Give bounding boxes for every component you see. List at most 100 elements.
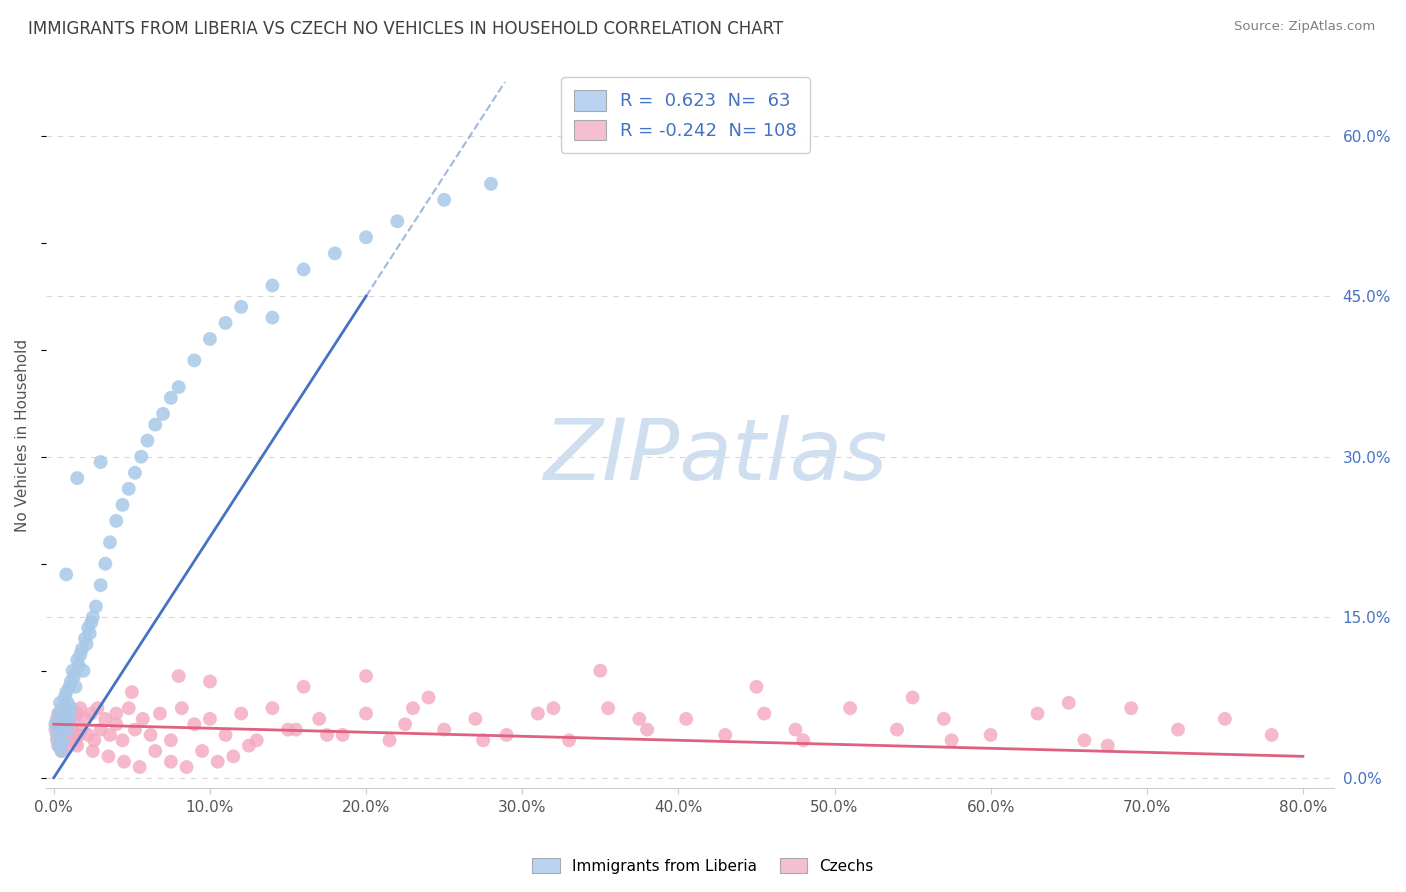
Point <box>63 669 86 683</box>
Point <box>45 712 67 726</box>
Point <box>70 642 93 657</box>
Point <box>58 712 80 726</box>
Point <box>51 744 73 758</box>
Point <box>1073 733 1095 747</box>
Point <box>183 353 205 368</box>
Point <box>433 193 456 207</box>
Point <box>53 690 76 705</box>
Point <box>464 712 486 726</box>
Point <box>316 728 339 742</box>
Point <box>387 214 409 228</box>
Point <box>160 755 183 769</box>
Point <box>132 712 155 726</box>
Point <box>105 706 128 721</box>
Point <box>714 728 737 742</box>
Point <box>1260 728 1282 742</box>
Point <box>262 278 284 293</box>
Point <box>62 664 84 678</box>
Point <box>94 557 117 571</box>
Point <box>82 744 104 758</box>
Point <box>139 728 162 742</box>
Legend: Immigrants from Liberia, Czechs: Immigrants from Liberia, Czechs <box>526 852 880 880</box>
Point <box>55 567 77 582</box>
Point <box>86 701 108 715</box>
Point <box>62 723 84 737</box>
Point <box>222 749 245 764</box>
Point <box>378 733 401 747</box>
Point <box>207 755 229 769</box>
Point <box>56 723 79 737</box>
Point <box>98 728 121 742</box>
Point <box>59 674 82 689</box>
Point <box>58 733 80 747</box>
Point <box>238 739 260 753</box>
Point <box>129 450 152 464</box>
Point <box>167 669 190 683</box>
Y-axis label: No Vehicles in Household: No Vehicles in Household <box>15 339 30 532</box>
Point <box>80 615 103 630</box>
Point <box>73 712 96 726</box>
Point <box>1057 696 1080 710</box>
Point <box>49 728 72 742</box>
Point <box>69 701 91 715</box>
Point <box>67 658 90 673</box>
Point <box>49 717 72 731</box>
Point <box>980 728 1002 742</box>
Point <box>124 466 146 480</box>
Point <box>886 723 908 737</box>
Point <box>152 407 174 421</box>
Point <box>52 701 75 715</box>
Point <box>72 664 94 678</box>
Point <box>45 733 67 747</box>
Point <box>543 701 565 715</box>
Point <box>941 733 963 747</box>
Point <box>51 712 73 726</box>
Point <box>56 728 79 742</box>
Point <box>394 717 416 731</box>
Point <box>55 706 77 721</box>
Point <box>97 749 120 764</box>
Point <box>80 706 103 721</box>
Point <box>160 733 183 747</box>
Point <box>1213 712 1236 726</box>
Point <box>495 728 517 742</box>
Point <box>48 706 70 721</box>
Legend: R =  0.623  N=  63, R = -0.242  N= 108: R = 0.623 N= 63, R = -0.242 N= 108 <box>561 77 810 153</box>
Point <box>231 706 253 721</box>
Point <box>901 690 924 705</box>
Point <box>44 723 66 737</box>
Point <box>59 706 82 721</box>
Point <box>160 391 183 405</box>
Point <box>55 685 77 699</box>
Point <box>308 712 330 726</box>
Point <box>191 744 214 758</box>
Point <box>66 706 89 721</box>
Point <box>59 701 82 715</box>
Point <box>53 723 76 737</box>
Point <box>53 712 76 726</box>
Point <box>118 701 141 715</box>
Point <box>262 701 284 715</box>
Point <box>128 760 150 774</box>
Point <box>48 706 70 721</box>
Point <box>58 717 80 731</box>
Point <box>44 717 66 731</box>
Point <box>149 706 172 721</box>
Point <box>198 674 221 689</box>
Point <box>332 728 354 742</box>
Point <box>65 733 87 747</box>
Point <box>82 610 104 624</box>
Point <box>418 690 440 705</box>
Point <box>112 755 135 769</box>
Point <box>262 310 284 325</box>
Point <box>52 733 75 747</box>
Point <box>77 621 100 635</box>
Point <box>49 696 72 710</box>
Point <box>48 739 70 753</box>
Point <box>284 723 307 737</box>
Point <box>69 648 91 662</box>
Point <box>433 723 456 737</box>
Point <box>745 680 768 694</box>
Point <box>66 739 89 753</box>
Point <box>58 680 80 694</box>
